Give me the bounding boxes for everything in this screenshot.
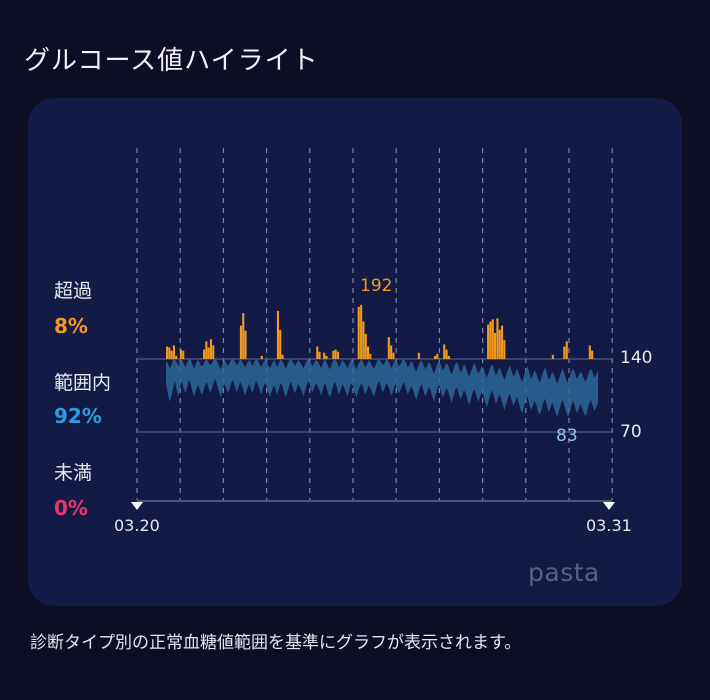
footer-note: 診断タイプ別の正常血糖値範囲を基準にグラフが表示されます。 (30, 633, 522, 653)
over-bar (498, 329, 501, 359)
over-bar (357, 306, 360, 359)
over-bar (203, 349, 206, 359)
max-value-label: 192 (360, 276, 393, 296)
over-bar (172, 345, 175, 359)
watermark-logo: pasta (528, 558, 600, 587)
over-bar (588, 345, 591, 359)
over-bar (332, 350, 335, 359)
over-bar (279, 329, 282, 359)
min-value-label: 83 (556, 426, 578, 446)
over-bar (501, 325, 504, 359)
over-bar (276, 311, 279, 359)
over-bar (392, 352, 395, 359)
over-bar (175, 355, 178, 359)
over-bar (170, 350, 173, 359)
x-start-date: 03.20 (114, 516, 160, 535)
over-bar (205, 341, 208, 359)
over-bar (260, 355, 263, 359)
over-bar (316, 346, 319, 359)
over-bar (487, 324, 490, 359)
over-bar (443, 344, 446, 359)
page-title: グルコース値ハイライト (24, 46, 319, 76)
over-bar (591, 350, 594, 359)
over-bar (318, 351, 321, 359)
over-bar (551, 354, 554, 359)
over-bar (565, 341, 568, 359)
legend-over-percent: 8% (54, 314, 88, 338)
over-bar (244, 330, 247, 359)
over-bar (387, 337, 390, 359)
over-bar (325, 355, 328, 359)
legend-under-label: 未満 (54, 462, 93, 484)
y-tick-70: 70 (620, 422, 642, 442)
x-end-marker-icon (603, 502, 615, 510)
x-end-date: 03.31 (586, 516, 632, 535)
over-bar (503, 340, 506, 359)
over-bar (417, 352, 420, 359)
in-range-band (166, 359, 598, 418)
over-bar (390, 345, 393, 359)
over-bar (239, 325, 242, 359)
over-bar (436, 353, 439, 359)
over-bar (369, 353, 372, 359)
legend-under-percent: 0% (54, 496, 88, 520)
over-bar (491, 319, 494, 359)
over-bar (281, 354, 284, 359)
over-bar (496, 318, 499, 359)
over-bar (323, 352, 326, 359)
over-bar (367, 346, 370, 359)
over-bar (242, 313, 245, 359)
over-bar (209, 339, 212, 359)
y-tick-140: 140 (620, 348, 653, 368)
over-bar (445, 349, 448, 359)
over-bar (207, 347, 210, 359)
over-bar (489, 321, 492, 359)
over-bar (447, 355, 450, 359)
over-bar (362, 321, 365, 359)
over-bar (168, 347, 171, 359)
over-bar (337, 351, 340, 359)
over-bar (212, 345, 215, 359)
legend-in-range-percent: 92% (54, 404, 102, 428)
over-bar (494, 332, 497, 359)
over-bar (360, 304, 363, 359)
over-bar (563, 346, 566, 359)
legend-in-range-label: 範囲内 (54, 372, 112, 394)
over-bar (182, 350, 185, 359)
legend-over-label: 超過 (54, 280, 93, 302)
x-start-marker-icon (131, 502, 143, 510)
over-bar (179, 349, 182, 359)
over-bar (434, 355, 437, 359)
over-bar (364, 334, 367, 359)
over-bar (166, 346, 169, 359)
over-bar (334, 349, 337, 359)
